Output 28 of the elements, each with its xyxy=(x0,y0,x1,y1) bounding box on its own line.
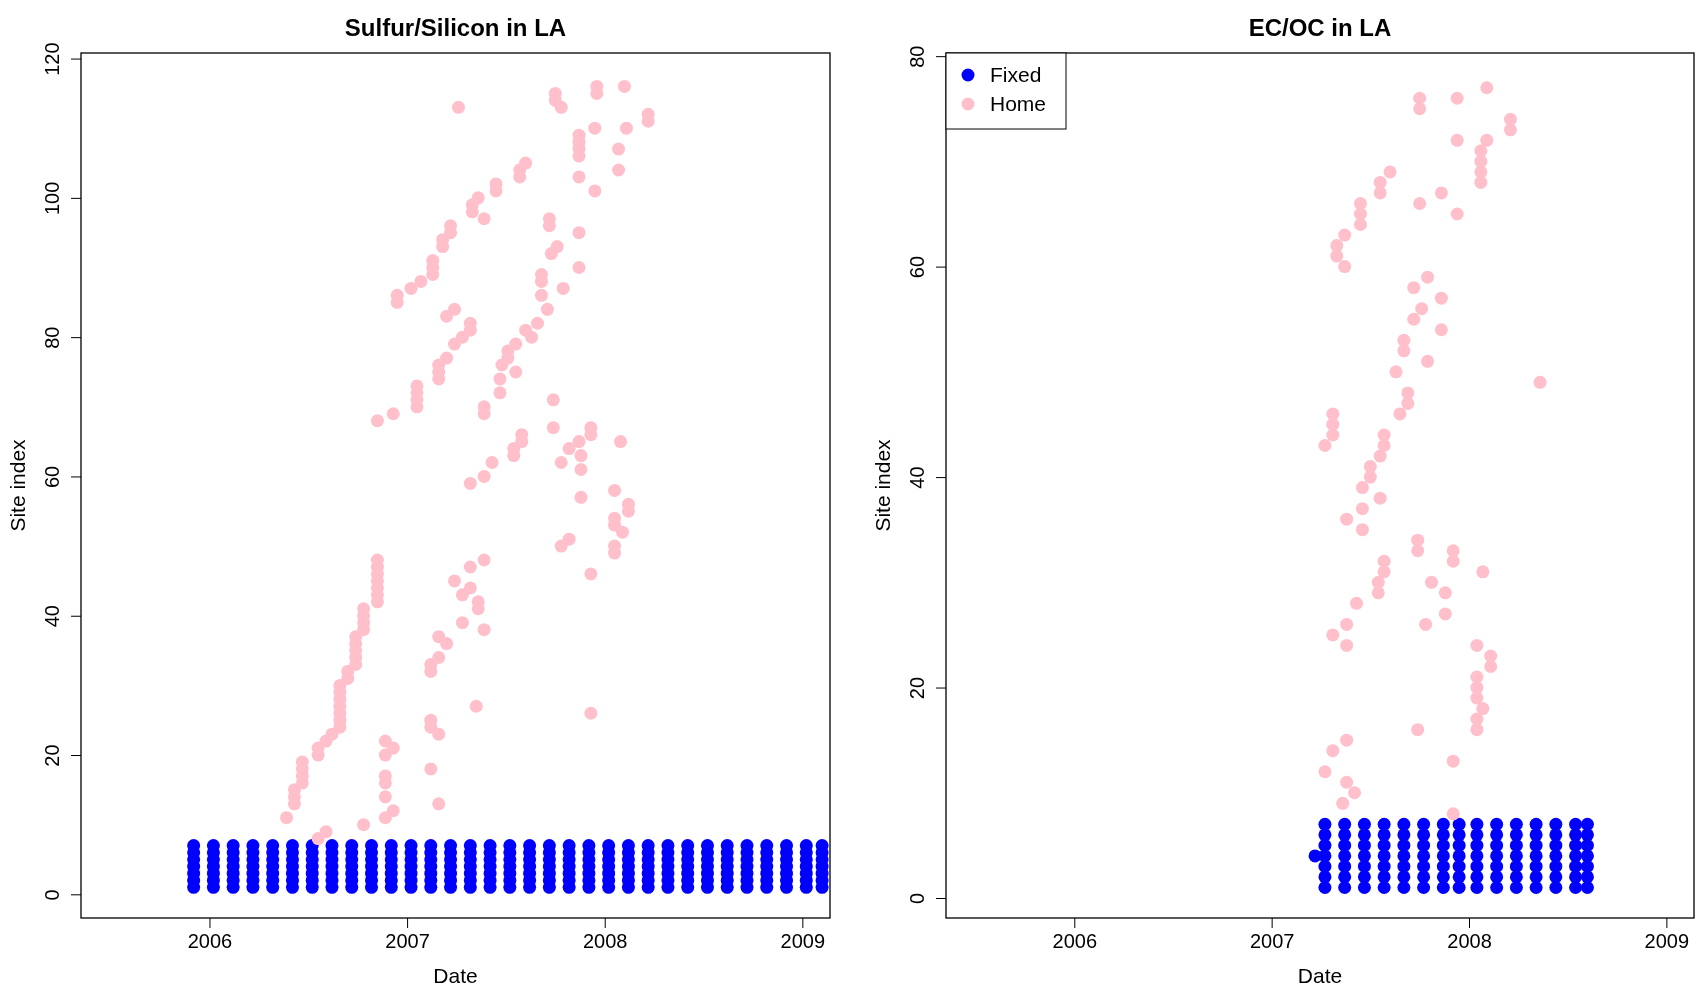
x-tick-label: 2009 xyxy=(780,930,826,953)
y-tick-label: 80 xyxy=(41,326,63,349)
y-tick-label: 120 xyxy=(41,42,63,76)
y-tick-label: 40 xyxy=(906,466,928,489)
x-tick-label: 2009 xyxy=(1644,930,1690,953)
chart-title: Sulfur/Silicon in LA xyxy=(344,14,567,41)
y-axis-title: Site index xyxy=(871,438,894,532)
x-tick-label: 2008 xyxy=(1447,930,1492,953)
y-tick-label: 0 xyxy=(41,889,63,901)
y-tick-label: 100 xyxy=(41,181,63,216)
y-tick-label: 80 xyxy=(906,45,928,68)
y-tick-label: 20 xyxy=(41,744,63,767)
legend-label: Fixed xyxy=(990,63,1042,86)
legend-label: Home xyxy=(990,92,1047,115)
x-tick-label: 2006 xyxy=(1052,930,1098,953)
x-tick-label: 2008 xyxy=(582,930,628,953)
x-tick-label: 2007 xyxy=(385,930,430,953)
x-tick-label: 2006 xyxy=(187,930,233,953)
x-tick-label: 2007 xyxy=(1249,930,1295,953)
y-tick-label: 0 xyxy=(906,892,928,905)
x-axis-title: Date xyxy=(433,964,478,987)
y-axis-title: Site index xyxy=(6,438,29,532)
y-tick-label: 40 xyxy=(41,605,63,628)
y-tick-label: 60 xyxy=(41,465,63,489)
y-tick-label: 60 xyxy=(906,255,928,279)
x-axis-title: Date xyxy=(1297,964,1343,987)
y-tick-label: 20 xyxy=(906,676,928,700)
chart-title: EC/OC in LA xyxy=(1248,14,1392,41)
